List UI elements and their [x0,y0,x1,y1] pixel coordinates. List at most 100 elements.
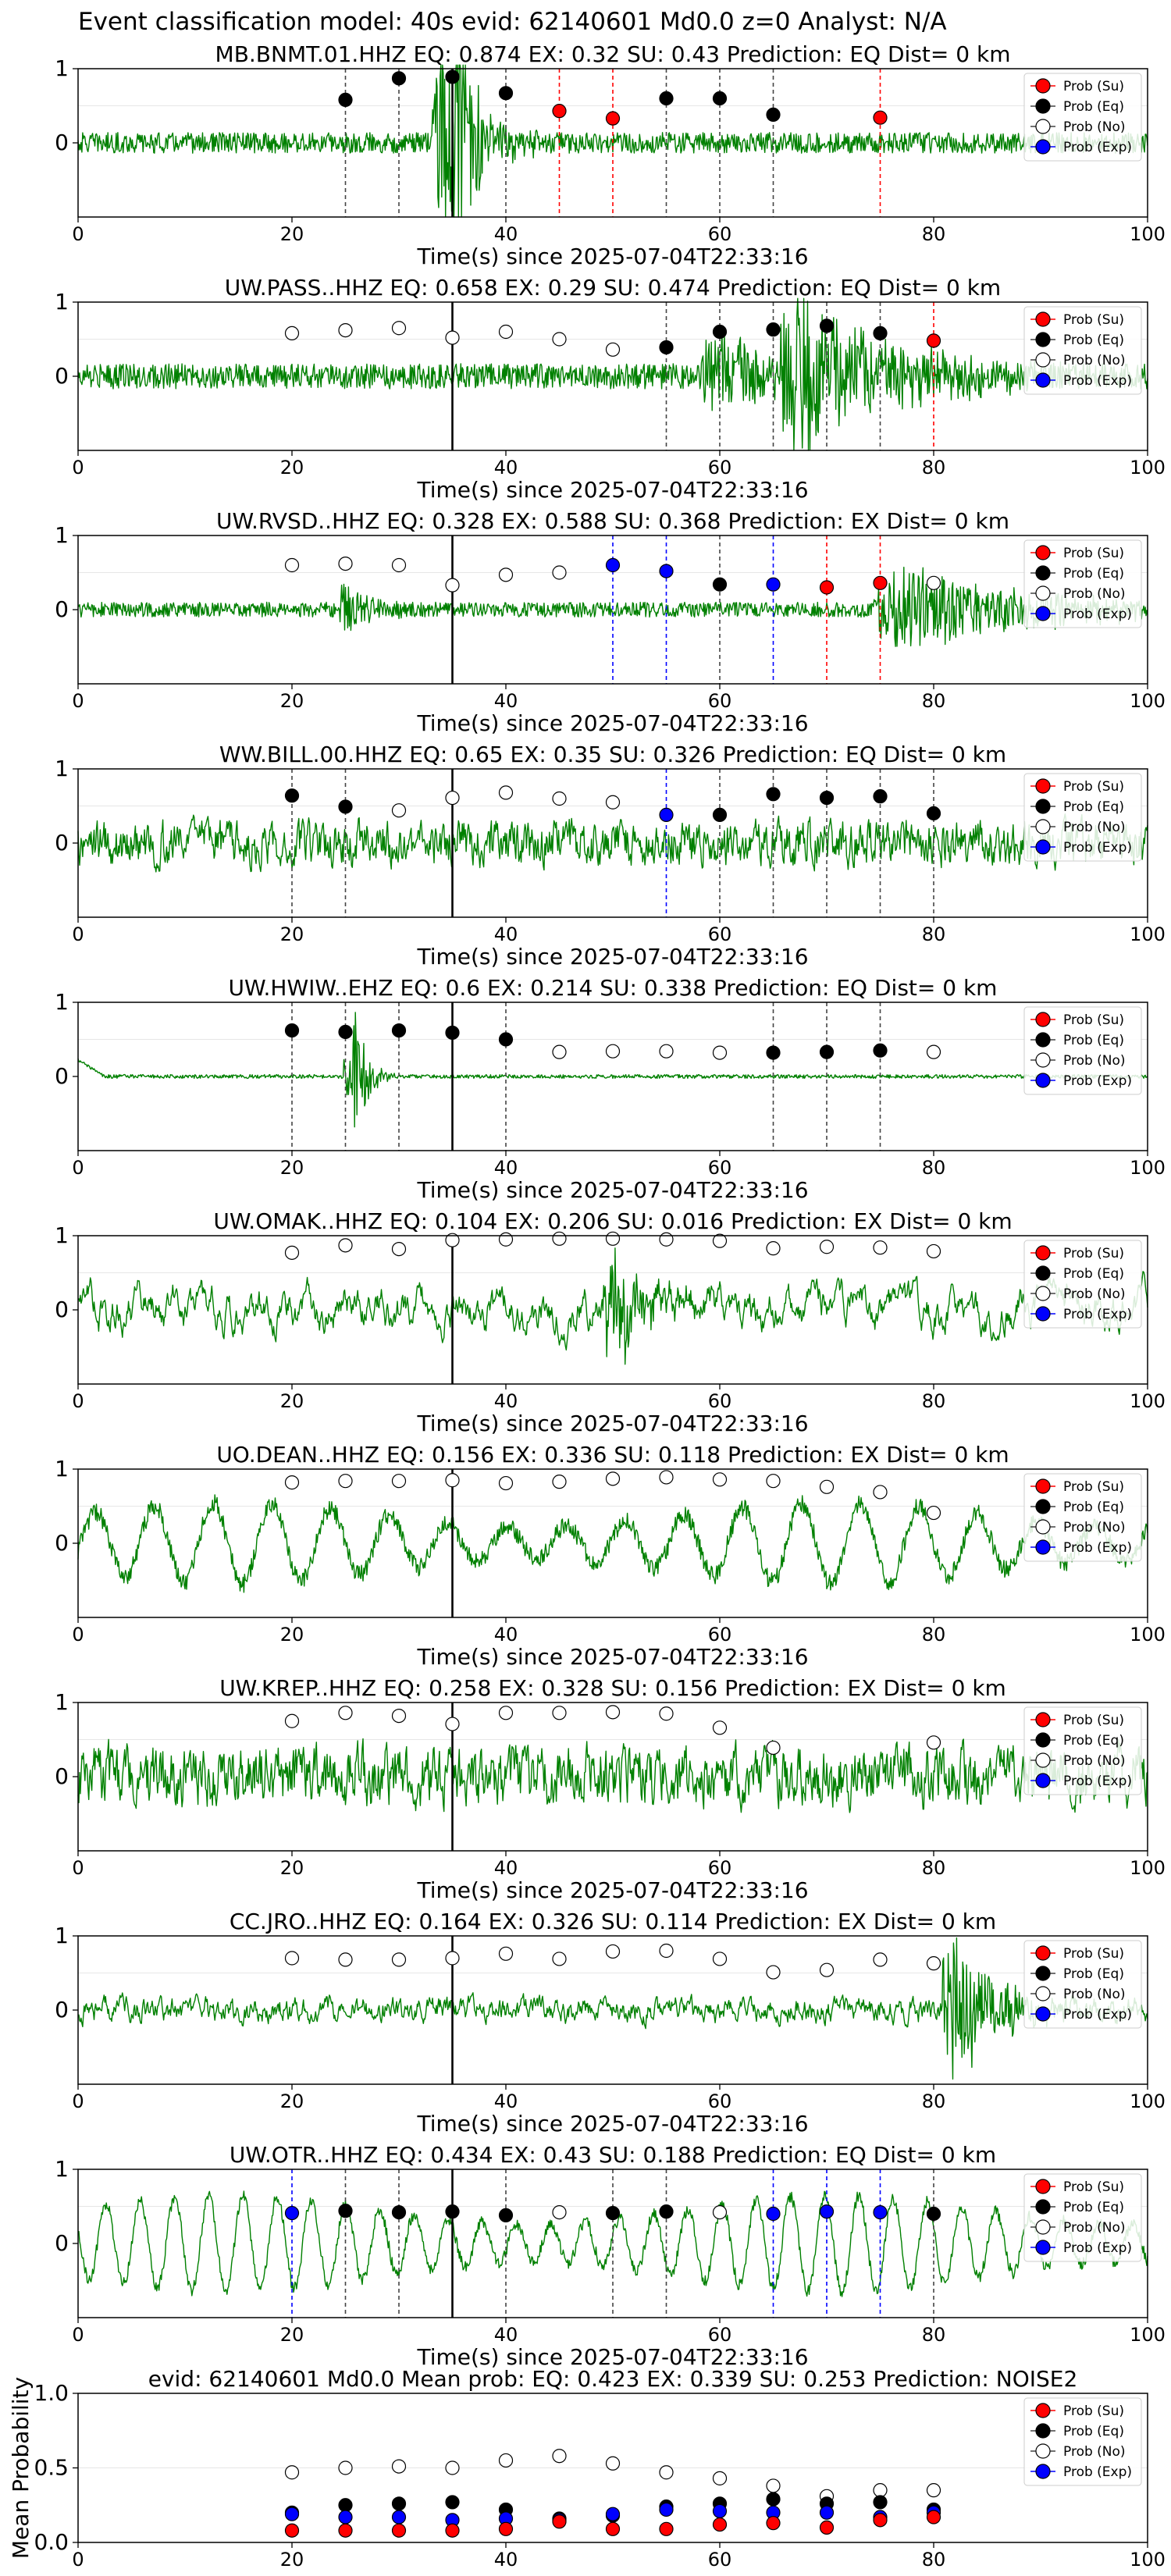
y-tick-label: 1 [55,2156,69,2182]
y-tick-label: 1 [55,1923,69,1948]
prob-point-eq [445,1025,460,1041]
x-tick-label: 100 [1130,923,1166,945]
x-tick-label: 60 [708,923,732,945]
prob-point-no [391,803,407,818]
prob-point-no [338,1474,353,1489]
mean-prob-point-su [712,2517,728,2532]
waveform-trace [77,297,1148,451]
prob-point-no [498,1475,514,1491]
prob-point-no [873,1240,888,1255]
legend: Prob (Su) Prob (Eq) Prob (No) Prob (Exp) [1023,1940,1142,2029]
plot-frame [77,2169,1148,2318]
legend-marker-no [1035,1752,1051,1768]
y-tick-label: 0 [55,130,69,155]
legend-marker-su [1035,78,1051,94]
mean-prob-point-no [391,2459,407,2474]
legend-label-su: Prob (Su) [1063,2179,1124,2195]
panel-title: UW.RVSD..HHZ EQ: 0.328 EX: 0.588 SU: 0.3… [216,508,1009,534]
legend-frame [1023,1006,1142,1095]
x-axis-label: Time(s) since 2025-07-04T22:33:16 [416,1644,808,1670]
plot-frame [77,1702,1148,1852]
prob-point-no [445,1473,460,1488]
mean-prob-point-su [819,2520,835,2535]
legend-frame [1023,1706,1142,1795]
panel-title: UW.PASS..HHZ EQ: 0.658 EX: 0.29 SU: 0.47… [225,275,1001,301]
mean-prob-point-su [445,2523,460,2538]
legend-marker-eq [1035,98,1051,114]
legend-frame [1023,1473,1142,1562]
prob-point-no [926,1505,941,1521]
x-tick-label: 40 [494,1857,518,1879]
prob-point-exp [659,807,674,823]
prob-point-no [338,1706,353,1720]
legend-marker-eq [1035,2423,1051,2439]
prob-point-no [766,1965,781,1980]
prob-point-no [659,1943,674,1959]
x-tick-label: 100 [1130,223,1166,245]
x-tick-label: 0 [72,2090,84,2112]
x-axis-label: Time(s) since 2025-07-04T22:33:16 [416,1877,808,1903]
summary-panel: evid: 62140601 Md0.0 Mean prob: EQ: 0.42… [8,2366,1166,2571]
y-tick-label: 1 [55,1689,69,1715]
legend-marker-exp [1035,1306,1051,1322]
mean-prob-point-no [605,2456,621,2471]
legend-frame [1023,2397,1142,2486]
prob-point-no [498,568,514,582]
mean-prob-point-no [338,2460,353,2475]
y-tick-label: 1 [55,522,69,548]
y-tick-label: 0 [55,363,69,389]
prob-point-no [338,1238,353,1253]
prob-point-su [605,111,621,126]
x-tick-label: 60 [708,223,732,245]
legend: Prob (Su) Prob (Eq) Prob (No) Prob (Exp) [1023,539,1142,628]
x-tick-label: 40 [494,1624,518,1646]
legend-label-exp: Prob (Exp) [1063,2240,1132,2256]
legend-marker-su [1035,1945,1051,1961]
y-tick-label: 1 [55,1456,69,1482]
station-panel: UW.OTR..HHZ EQ: 0.434 EX: 0.43 SU: 0.188… [55,2142,1166,2370]
x-tick-label: 100 [1130,2324,1166,2346]
y-tick-label: 1 [55,756,69,781]
prob-point-no [605,1944,621,1959]
legend: Prob (Su) Prob (Eq) Prob (No) Prob (Exp) [1023,1006,1142,1095]
prob-point-su [873,110,888,125]
legend-marker-su [1035,311,1051,327]
legend-marker-no [1035,119,1051,134]
legend-frame [1023,73,1142,162]
legend-frame [1023,2173,1142,2262]
prob-point-no [391,1241,407,1257]
prob-point-no [659,1706,674,1721]
prob-point-eq [873,789,888,804]
prob-point-no [498,1706,514,1720]
legend-marker-su [1035,2403,1051,2418]
prob-point-eq [498,86,514,101]
prob-point-exp [766,2206,781,2222]
legend: Prob (Su) Prob (Eq) Prob (No) Prob (Exp) [1023,2397,1142,2486]
x-tick-label: 60 [708,457,732,479]
legend-marker-su [1035,1245,1051,1261]
prob-point-no [552,1231,567,1246]
prob-point-no [391,557,407,573]
legend-marker-no [1035,819,1051,834]
mean-prob-point-su [873,2513,888,2528]
prob-point-no [712,1233,728,1248]
legend-label-eq: Prob (Eq) [1063,333,1124,348]
prob-point-no [819,1479,835,1494]
x-tick-label: 40 [494,2090,518,2112]
legend-marker-exp [1035,2240,1051,2255]
waveform-trace [77,1247,1148,1365]
legend-marker-eq [1035,565,1051,581]
legend-marker-eq [1035,1732,1051,1748]
prob-point-eq [819,318,835,333]
x-tick-label: 80 [922,690,946,712]
prob-point-no [445,1233,460,1247]
x-tick-label: 60 [708,2549,732,2571]
y-tick-label: 0 [55,830,69,856]
x-tick-label: 20 [280,1157,304,1179]
prob-point-no [338,323,353,338]
legend-label-exp: Prob (Exp) [1063,2464,1132,2480]
mean-prob-point-exp [284,2507,300,2521]
prob-point-no [712,1720,728,1735]
legend-frame [1023,1940,1142,2029]
prob-point-eq [338,799,353,814]
